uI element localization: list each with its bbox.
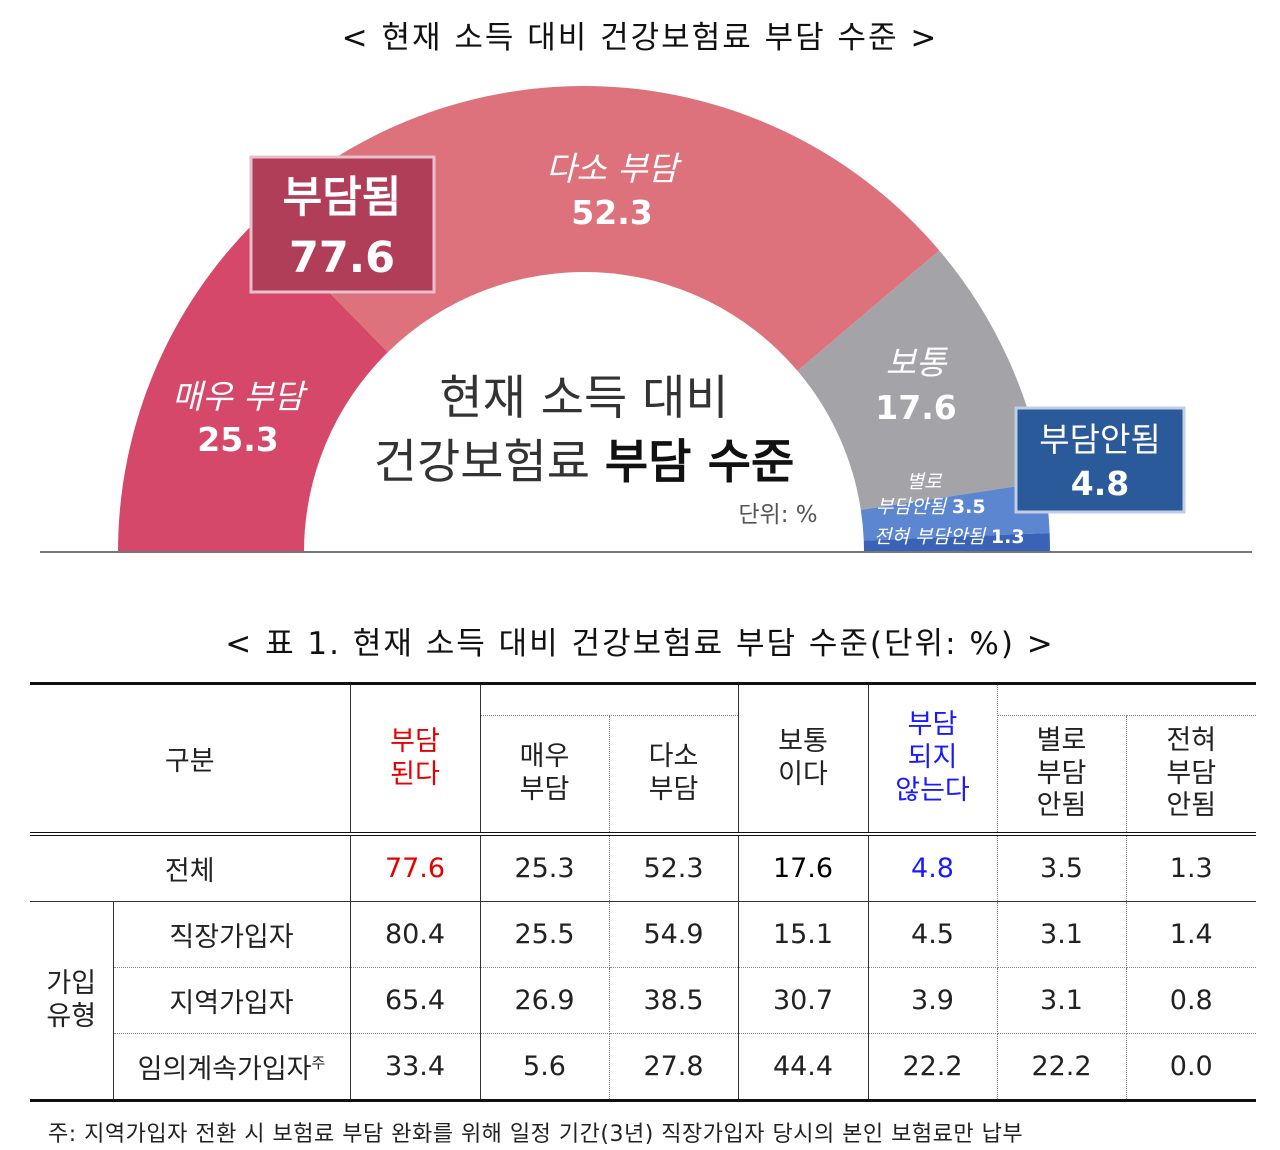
- cell: 52.3: [609, 834, 739, 902]
- cell: 0.0: [1126, 1033, 1256, 1102]
- cell: 4.5: [868, 901, 998, 968]
- header-notmuch: 별로 부담 안됨: [997, 715, 1127, 836]
- unit-label: 단위: %: [738, 502, 817, 528]
- cell: 3.9: [868, 967, 998, 1034]
- header-noburden: 부담 되지 않는다: [868, 682, 998, 836]
- row-label: 임의계속가입자주: [113, 1033, 351, 1102]
- slice-label-none: 전혀 부담안됨 1.3: [874, 526, 1025, 548]
- donut-slice-3: [797, 250, 1045, 510]
- cell: 22.2: [997, 1033, 1127, 1102]
- cell: 15.1: [738, 901, 869, 968]
- cell: 25.3: [480, 834, 610, 902]
- header-some: 다소 부담: [609, 715, 739, 836]
- cell: 80.4: [350, 901, 481, 968]
- cell: 30.7: [738, 967, 869, 1034]
- semi-donut-chart: 현재 소득 대비 건강보험료 부담 수준 단위: % 매우 부담 25.3 다소…: [40, 85, 1252, 553]
- table-row: 지역가입자 65.4 26.9 38.5 30.7 3.9 3.1 0.8: [30, 967, 1256, 1034]
- chart-title: < 현재 소득 대비 건강보험료 부담 수준 >: [341, 20, 939, 56]
- footnote: 주: 지역가입자 전환 시 보험료 부담 완화를 위해 일정 기간(3년) 직장…: [48, 1122, 1024, 1147]
- cell: 4.8: [868, 834, 998, 902]
- cell: 3.1: [997, 967, 1127, 1034]
- table-title: < 표 1. 현재 소득 대비 건강보험료 부담 수준(단위: %) >: [225, 626, 1055, 662]
- table-row: 임의계속가입자주 33.4 5.6 27.8 44.4 22.2 22.2 0.…: [30, 1033, 1256, 1102]
- cell: 0.8: [1126, 967, 1256, 1034]
- cell: 33.4: [350, 1033, 481, 1102]
- cell: 17.6: [738, 834, 869, 902]
- cell: 5.6: [480, 1033, 610, 1102]
- header-burden: 부담 된다: [350, 682, 481, 836]
- table-row-total: 전체 77.6 25.3 52.3 17.6 4.8 3.5 1.3: [30, 834, 1256, 902]
- cell: 1.3: [1126, 834, 1256, 902]
- cell: 44.4: [738, 1033, 869, 1102]
- group-box-noburden: 부담안됨 4.8: [1014, 406, 1186, 514]
- group-label-burden: 부담됨: [283, 173, 402, 223]
- donut-slice-5: [863, 532, 1050, 552]
- header-noburden-sub-spacer: [997, 682, 1256, 716]
- slice-label-very: 매우 부담: [172, 377, 309, 416]
- cell: 1.4: [1126, 901, 1256, 968]
- row-label: 지역가입자: [113, 967, 351, 1034]
- group-box-burden: 부담됨 77.6: [249, 155, 436, 294]
- donut-slice-4: [860, 481, 1050, 541]
- header-category: 구분: [30, 682, 351, 836]
- header-normal: 보통 이다: [738, 682, 869, 836]
- table-row: 가입 유형 직장가입자 80.4 25.5 54.9 15.1 4.5 3.1 1…: [30, 901, 1256, 1102]
- cell: 65.4: [350, 967, 481, 1034]
- slice-value-very: 25.3: [197, 420, 278, 459]
- cell: 3.5: [997, 834, 1127, 902]
- cell: 3.1: [997, 901, 1127, 968]
- center-label-line1: 현재 소득 대비: [439, 371, 728, 426]
- donut-slice-1: [118, 219, 388, 552]
- cell: 77.6: [350, 834, 481, 902]
- group-value-burden: 77.6: [289, 233, 395, 283]
- group-label-noburden: 부담안됨: [1039, 420, 1160, 459]
- slice-value-normal: 17.6: [875, 388, 956, 427]
- cell: 26.9: [480, 967, 610, 1034]
- row-label: 직장가입자: [113, 901, 351, 968]
- slice-label-some: 다소 부담: [546, 149, 683, 188]
- slice-label-notmuch-1: 별로: [907, 471, 943, 493]
- header-none: 전혀 부담 안됨: [1126, 715, 1256, 836]
- group-label-type: 가입 유형: [30, 901, 114, 1102]
- burden-table: 구분 부담 된다 보통 이다 부담 되지 않는다 매우 부담 다소 부담 별로 부담 안됨 전혀…: [30, 682, 1256, 1102]
- cell: 54.9: [609, 901, 739, 968]
- group-value-noburden: 4.8: [1071, 464, 1129, 503]
- slice-value-some: 52.3: [571, 193, 652, 232]
- header-very: 매우 부담: [480, 715, 610, 836]
- cell: 25.5: [480, 901, 610, 968]
- slice-label-normal: 보통: [886, 343, 948, 382]
- cell: 27.8: [609, 1033, 739, 1102]
- header-burden-sub-spacer: [480, 682, 739, 716]
- cell: 22.2: [868, 1033, 998, 1102]
- center-label-line2: 건강보험료 부담 수준: [374, 435, 794, 490]
- row-label-total: 전체: [30, 834, 351, 902]
- slice-label-notmuch-2: 부담안됨 3.5: [876, 496, 986, 518]
- cell: 38.5: [609, 967, 739, 1034]
